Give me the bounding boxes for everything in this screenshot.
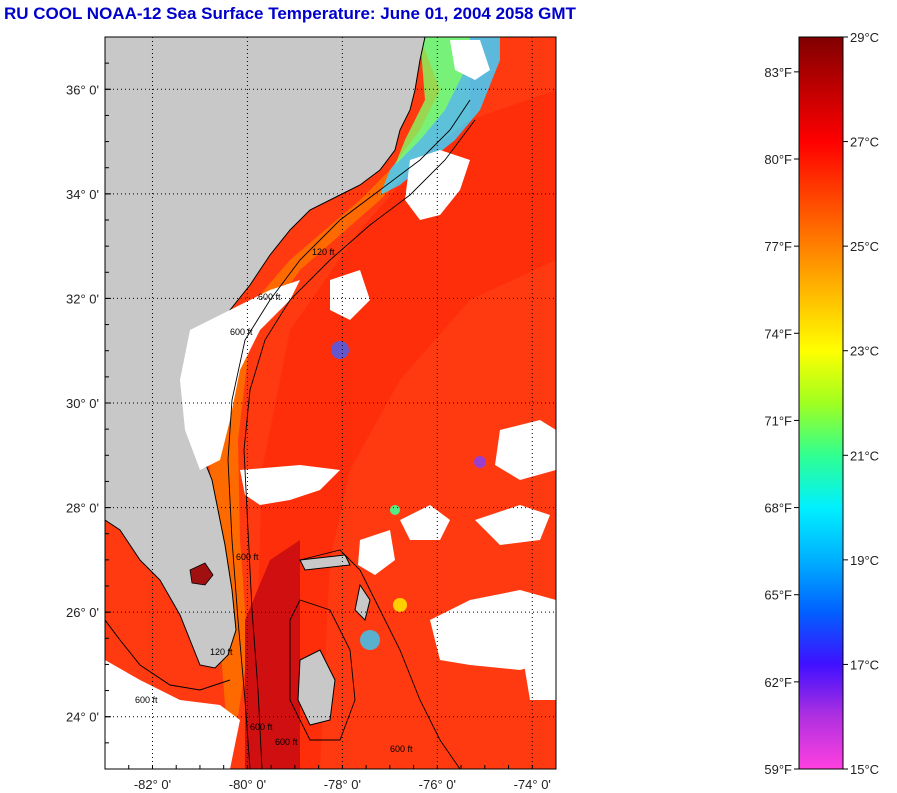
celsius-label: 25°C — [850, 239, 879, 254]
fahrenheit-label: 71°F — [764, 413, 792, 428]
celsius-label: 15°C — [850, 762, 879, 777]
fahrenheit-labels: 83°F 80°F 77°F 74°F 71°F 68°F 65°F 62°F 59°F — [764, 65, 799, 777]
celsius-label: 17°C — [850, 657, 879, 672]
lat-label: 30° 0' — [66, 396, 99, 411]
gulf-stream-band — [250, 90, 556, 769]
bahamas-abaco — [354, 583, 371, 621]
fahrenheit-label: 80°F — [764, 152, 792, 167]
contour-label: 600 ft — [250, 722, 273, 732]
contour-label: 600 ft — [135, 695, 158, 705]
contour-label: 600 ft — [258, 292, 281, 302]
lat-label: 32° 0' — [66, 291, 99, 306]
longitude-labels: -82° 0' -80° 0' -78° 0' -76° 0' -74° 0' — [134, 777, 551, 792]
celsius-label: 23°C — [850, 344, 879, 359]
celsius-label: 29°C — [850, 30, 879, 45]
lon-label: -82° 0' — [134, 777, 171, 792]
lat-label: 36° 0' — [66, 82, 99, 97]
lon-label: -80° 0' — [229, 777, 266, 792]
fahrenheit-label: 65°F — [764, 588, 792, 603]
celsius-label: 19°C — [850, 553, 879, 568]
cloud-cover — [105, 40, 556, 769]
celsius-label: 27°C — [850, 135, 879, 150]
fahrenheit-label: 59°F — [764, 762, 792, 777]
lat-label: 34° 0' — [66, 187, 99, 202]
contour-label: 600 ft — [236, 552, 259, 562]
latitude-labels: 36° 0' 34° 0' 32° 0' 30° 0' 28° 0' 26° 0' 24° … — [66, 82, 99, 724]
fahrenheit-label: 68°F — [764, 501, 792, 516]
fahrenheit-label: 83°F — [764, 65, 792, 80]
contour-label: 600 ft — [230, 327, 253, 337]
cold-patches — [331, 341, 486, 650]
bahamas-andros — [297, 649, 336, 726]
fahrenheit-label: 62°F — [764, 675, 792, 690]
lon-label: -74° 0' — [514, 777, 551, 792]
fahrenheit-label: 77°F — [764, 239, 792, 254]
contour-label: 600 ft — [390, 744, 413, 754]
bahamas-grand — [299, 554, 351, 571]
lon-label: -76° 0' — [419, 777, 456, 792]
contour-label: 600 ft — [275, 737, 298, 747]
celsius-labels: 29°C 27°C 25°C 23°C 21°C 19°C 17°C 15°C — [843, 30, 879, 777]
bathymetry-contours — [227, 99, 476, 769]
contour-label: 120 ft — [312, 247, 335, 257]
nearshore-green — [395, 37, 470, 165]
fahrenheit-label: 74°F — [764, 326, 792, 341]
celsius-label: 21°C — [850, 448, 879, 463]
lat-label: 24° 0' — [66, 710, 99, 725]
florida-keys — [105, 619, 231, 691]
colorbar-gradient — [798, 36, 844, 770]
lake-okeechobee — [189, 562, 214, 586]
lon-label: -78° 0' — [324, 777, 361, 792]
map-title: RU COOL NOAA-12 Sea Surface Temperature:… — [4, 4, 576, 23]
lat-label: 28° 0' — [66, 501, 99, 516]
lat-label: 26° 0' — [66, 605, 99, 620]
contour-label: 120 ft — [210, 647, 233, 657]
